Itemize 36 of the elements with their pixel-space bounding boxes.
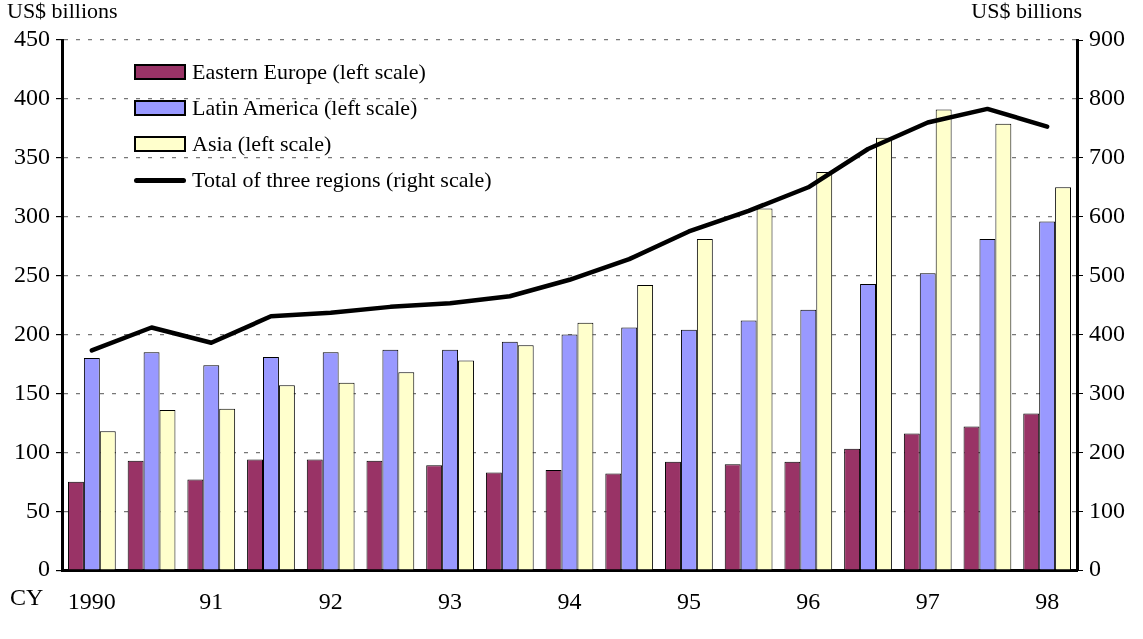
y2-tick-label: 100 bbox=[1089, 496, 1125, 523]
legend-label: Latin America (left scale) bbox=[192, 95, 418, 121]
y2-tick-label: 800 bbox=[1089, 84, 1125, 111]
y2-axis-title: US$ billions bbox=[971, 0, 1082, 24]
x-tick-label: 96 bbox=[796, 587, 821, 614]
x-axis-title: CY bbox=[10, 584, 44, 612]
y-tick-label: 350 bbox=[14, 143, 50, 170]
x-tick-label: 95 bbox=[676, 587, 701, 614]
y-tick-label: 150 bbox=[14, 378, 50, 405]
y2-tick-label: 900 bbox=[1089, 25, 1125, 52]
x-tick-label: 97 bbox=[915, 587, 940, 614]
y-tick-label: 50 bbox=[26, 496, 50, 523]
y-axis-title: US$ billions bbox=[7, 0, 118, 24]
y-tick-label: 450 bbox=[14, 25, 50, 52]
y-tick-label: 300 bbox=[14, 202, 50, 229]
y-tick-label: 400 bbox=[14, 84, 50, 111]
y2-tick-label: 300 bbox=[1089, 378, 1125, 405]
y-tick-label: 250 bbox=[14, 260, 50, 287]
y2-tick-label: 200 bbox=[1089, 437, 1125, 464]
y2-tick-label: 500 bbox=[1089, 260, 1125, 287]
y-tick-label: 100 bbox=[14, 437, 50, 464]
x-tick-label: 91 bbox=[199, 587, 224, 614]
x-tick-label: 1990 bbox=[67, 587, 116, 614]
legend-label: Asia (left scale) bbox=[192, 131, 332, 157]
legend-label: Eastern Europe (left scale) bbox=[192, 59, 426, 85]
y-tick-label: 200 bbox=[14, 319, 50, 346]
y2-tick-label: 600 bbox=[1089, 202, 1125, 229]
x-tick-label: 98 bbox=[1035, 587, 1060, 614]
x-tick-label: 93 bbox=[438, 587, 463, 614]
y2-tick-label: 400 bbox=[1089, 319, 1125, 346]
legend-label: Total of three regions (right scale) bbox=[192, 167, 492, 193]
y2-tick-label: 700 bbox=[1089, 143, 1125, 170]
x-tick-label: 94 bbox=[557, 587, 582, 614]
x-tick-label: 92 bbox=[318, 587, 343, 614]
y-tick-label: 0 bbox=[38, 555, 50, 582]
y2-tick-label: 0 bbox=[1089, 555, 1101, 582]
